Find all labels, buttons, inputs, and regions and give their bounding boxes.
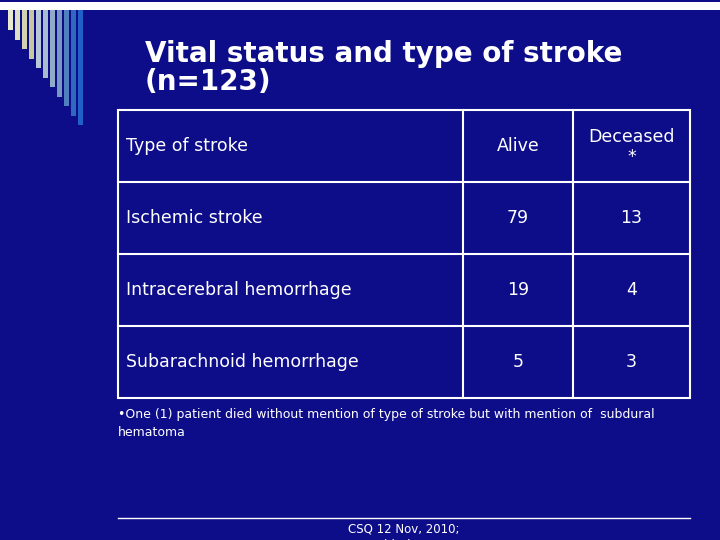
Bar (50, 10, 55, 87)
Bar (29, 10, 34, 58)
Bar (43, 10, 48, 78)
Bar (118, 110, 690, 398)
Text: Ischemic stroke: Ischemic stroke (126, 209, 263, 227)
Text: *: * (627, 148, 636, 166)
Bar (57, 10, 62, 97)
Bar (0, 2, 720, 10)
Text: 3: 3 (626, 353, 637, 371)
Bar (78, 10, 83, 125)
Text: 4: 4 (626, 281, 637, 299)
Text: •One (1) patient died without mention of type of stroke but with mention of  sub: •One (1) patient died without mention of… (118, 408, 654, 439)
Text: Intracerebral hemorrhage: Intracerebral hemorrhage (126, 281, 351, 299)
Bar (71, 10, 76, 116)
Text: 19: 19 (507, 281, 529, 299)
Text: (n=123): (n=123) (145, 68, 271, 96)
Bar (8, 10, 13, 30)
Text: 13: 13 (621, 209, 642, 227)
Text: 79: 79 (507, 209, 529, 227)
Text: Type of stroke: Type of stroke (126, 137, 248, 155)
Text: Alive: Alive (497, 137, 539, 155)
Text: Vital status and type of stroke: Vital status and type of stroke (145, 40, 622, 68)
Bar (15, 10, 20, 39)
Text: 5: 5 (513, 353, 523, 371)
Bar (36, 10, 41, 68)
Text: CSQ 12 Nov, 2010;
Gerstenbluth/Lourents: CSQ 12 Nov, 2010; Gerstenbluth/Lourents (338, 522, 470, 540)
Text: Deceased: Deceased (588, 128, 675, 146)
Text: Subarachnoid hemorrhage: Subarachnoid hemorrhage (126, 353, 359, 371)
Bar (22, 10, 27, 49)
Bar (64, 10, 69, 106)
